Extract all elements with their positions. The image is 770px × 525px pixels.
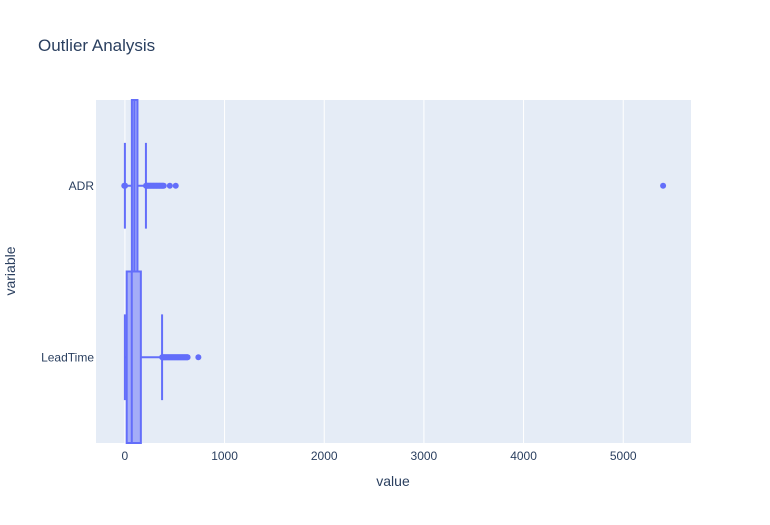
x-axis-ticks: 0 1000 2000 3000 4000 5000: [122, 449, 637, 463]
box-iqr: [125, 270, 142, 444]
outlier-point: [121, 182, 128, 189]
outlier-point: [166, 182, 173, 189]
box-adr: [121, 99, 667, 273]
x-tick-label: 2000: [311, 449, 338, 463]
y-tick-label: ADR: [69, 179, 95, 193]
y-tick-label: LeadTime: [41, 350, 94, 364]
x-tick-label: 0: [122, 449, 129, 463]
outlier-point: [184, 354, 191, 361]
x-tick-label: 5000: [610, 449, 637, 463]
x-tick-label: 3000: [411, 449, 438, 463]
chart-title: Outlier Analysis: [38, 36, 155, 55]
outlier-point: [660, 182, 667, 189]
x-tick-label: 1000: [211, 449, 238, 463]
x-axis-title: value: [376, 473, 410, 489]
box-leadtime: [123, 270, 202, 444]
outlier-point: [195, 354, 202, 361]
y-axis-ticks: ADR LeadTime: [41, 179, 94, 365]
x-tick-label: 4000: [510, 449, 537, 463]
outlier-point: [172, 182, 179, 189]
plot-background: [96, 100, 691, 443]
y-axis-title: variable: [2, 246, 18, 295]
outlier-point: [160, 182, 167, 189]
box-series: [121, 99, 667, 444]
